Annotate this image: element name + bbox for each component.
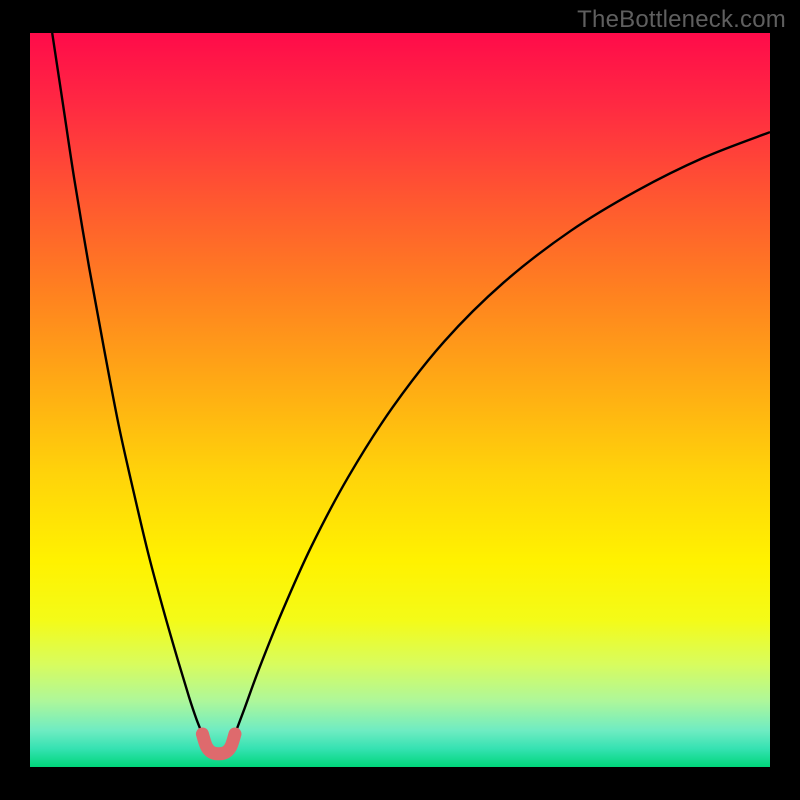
bottleneck-chart <box>0 0 800 800</box>
plot-background-gradient <box>30 33 770 767</box>
chart-stage: TheBottleneck.com <box>0 0 800 800</box>
watermark-label: TheBottleneck.com <box>577 6 786 34</box>
